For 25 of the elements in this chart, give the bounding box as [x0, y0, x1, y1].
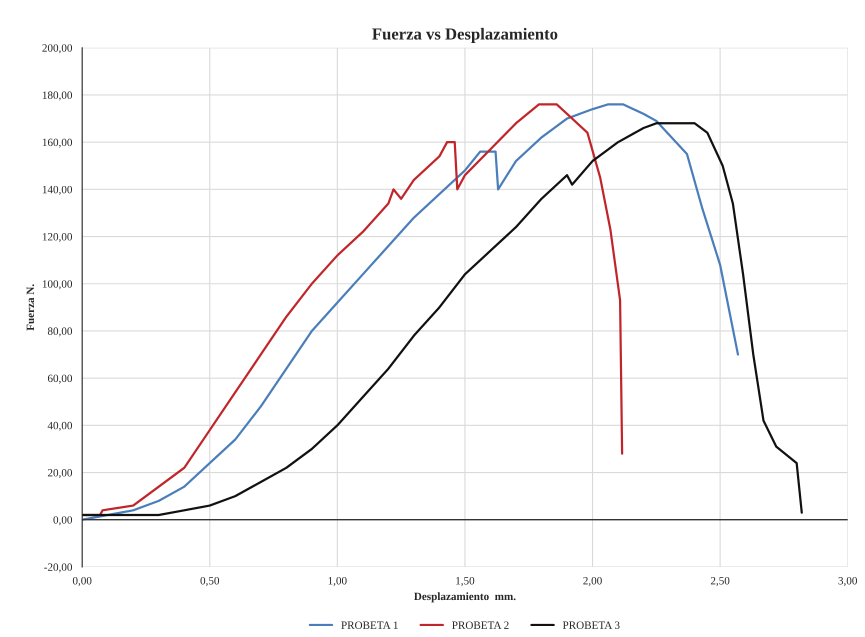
- legend-label: PROBETA 2: [452, 621, 509, 629]
- y-tick-label: 180,00: [42, 91, 72, 101]
- y-axis-title: Fuerza N.: [26, 284, 34, 331]
- y-tick-label: 140,00: [42, 186, 72, 195]
- y-tick-label: 60,00: [48, 374, 72, 384]
- x-tick-label: 0,50: [200, 576, 220, 586]
- y-tick-label: 40,00: [48, 422, 72, 431]
- x-tick-label: 2,50: [710, 576, 730, 586]
- y-tick-label: 120,00: [42, 233, 72, 242]
- x-axis-title: Desplazamiento mm.: [414, 592, 516, 602]
- x-tick-label: 3,00: [838, 576, 857, 586]
- x-tick-label: 1,00: [328, 576, 347, 586]
- x-tick-label: 2,00: [583, 576, 602, 586]
- x-tick-label: 1,50: [456, 576, 474, 586]
- y-tick-label: 160,00: [42, 138, 72, 148]
- y-tick-label: 100,00: [42, 280, 72, 290]
- y-tick-label: 0,00: [53, 516, 72, 526]
- legend-label: PROBETA 3: [562, 621, 620, 629]
- legend-label: PROBETA 1: [341, 621, 398, 629]
- y-tick-label: 20,00: [48, 469, 72, 478]
- y-tick-label: 200,00: [42, 44, 72, 54]
- x-tick-label: 0,00: [72, 576, 92, 586]
- chart-title: Fuerza vs Desplazamiento: [372, 28, 558, 43]
- y-tick-label: 80,00: [48, 327, 72, 337]
- y-tick-label: -20,00: [44, 563, 72, 572]
